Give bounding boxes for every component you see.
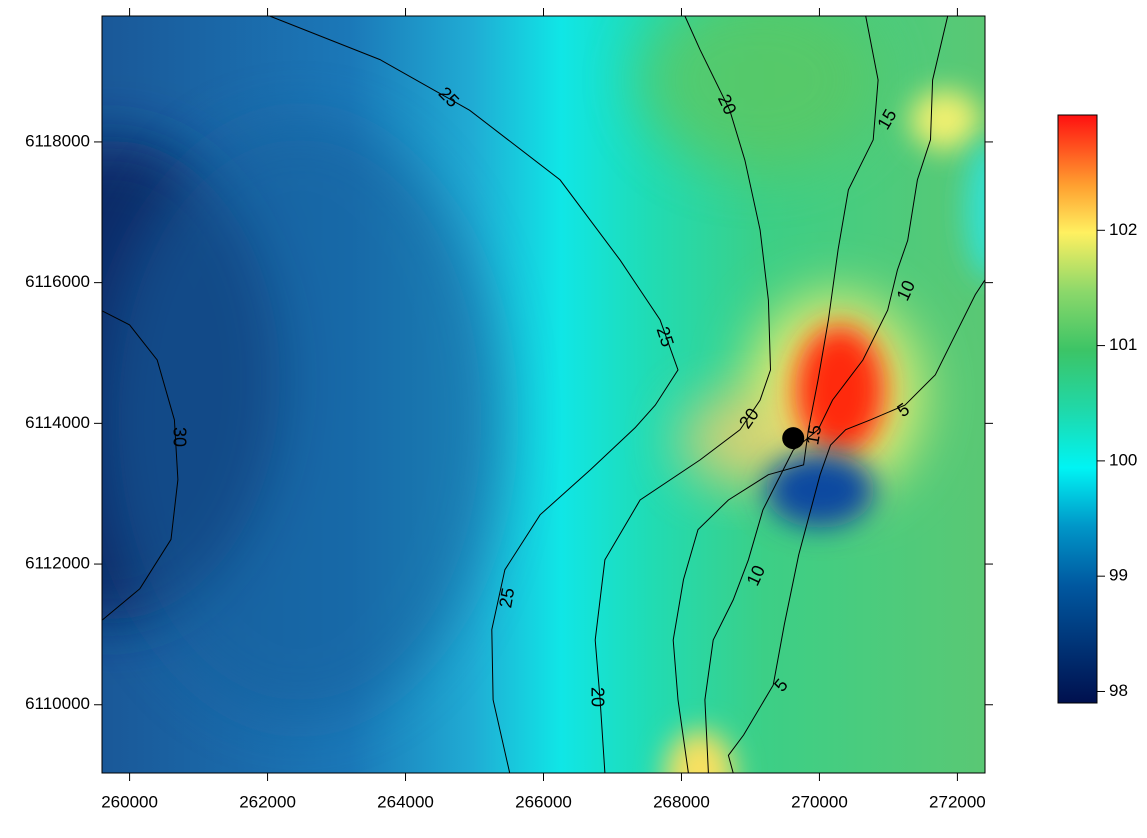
x-tick-label: 264000 [377, 792, 434, 811]
contour-line [269, 15, 679, 774]
colorbar-tick-label: 102 [1109, 220, 1137, 239]
colorbar-tick-label: 100 [1109, 450, 1137, 469]
y-tick-label: 6112000 [25, 554, 90, 573]
y-tick-label: 6110000 [25, 694, 90, 713]
colorbar [1057, 114, 1098, 704]
x-tick-label: 272000 [929, 792, 986, 811]
x-tick-label: 260000 [101, 792, 158, 811]
contour-label: 30 [169, 427, 189, 447]
x-tick-label: 270000 [791, 792, 848, 811]
point-marker [782, 427, 805, 450]
colorbar-tick-label: 98 [1109, 681, 1128, 700]
x-tick-label: 262000 [239, 792, 296, 811]
y-tick-label: 6114000 [25, 413, 90, 432]
heat-field [102, 16, 985, 773]
contour-line [727, 279, 986, 774]
x-tick-label: 266000 [515, 792, 572, 811]
colorbar-tick-label: 99 [1109, 566, 1128, 585]
colorbar-tick-label: 101 [1109, 335, 1137, 354]
contour-line [594, 15, 772, 774]
contour-line [101, 310, 179, 621]
contour-line [704, 15, 949, 774]
y-tick-label: 6118000 [25, 131, 90, 150]
x-tick-label: 268000 [653, 792, 710, 811]
contour-label: 15 [802, 423, 825, 446]
contour-line [672, 15, 879, 774]
y-tick-label: 6116000 [25, 272, 90, 291]
contour-label: 25 [495, 586, 518, 609]
contour-label: 20 [587, 687, 607, 707]
